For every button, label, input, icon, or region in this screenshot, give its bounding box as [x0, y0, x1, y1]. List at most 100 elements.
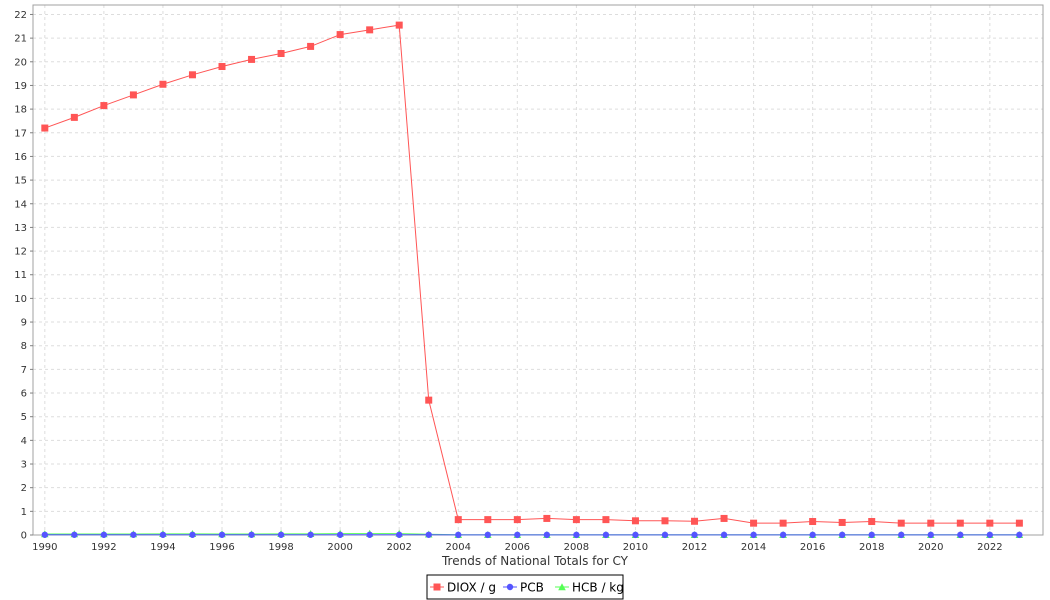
- data-point: [632, 531, 639, 539]
- y-tick-label: 9: [21, 318, 27, 329]
- x-tick-label: 1990: [32, 542, 57, 553]
- x-tick-label: 2008: [564, 542, 589, 553]
- data-point: [720, 514, 728, 522]
- x-tick-label: 2020: [918, 542, 943, 553]
- y-tick-label: 4: [21, 436, 27, 447]
- series-pcb: [41, 531, 1023, 539]
- data-point: [957, 531, 964, 539]
- data-point: [543, 514, 551, 522]
- data-point: [366, 26, 374, 34]
- data-point: [395, 531, 403, 538]
- data-point: [71, 531, 78, 538]
- data-point: [159, 80, 167, 88]
- y-tick-label: 11: [14, 270, 27, 281]
- data-point: [661, 531, 669, 539]
- data-point: [307, 42, 315, 50]
- data-point: [779, 531, 787, 539]
- data-point: [100, 102, 108, 110]
- series-diox-g: [41, 21, 1023, 527]
- x-tick-label: 2000: [327, 542, 352, 553]
- x-tick-label: 2004: [446, 542, 471, 553]
- data-point: [484, 531, 491, 539]
- y-tick-label: 16: [14, 152, 27, 163]
- data-point: [691, 517, 699, 525]
- data-point: [838, 531, 846, 539]
- x-tick-label: 1992: [91, 542, 116, 553]
- data-point: [425, 396, 433, 404]
- y-tick-label: 7: [21, 365, 27, 376]
- data-point: [809, 518, 817, 526]
- data-point: [927, 519, 935, 527]
- data-point: [1015, 519, 1023, 527]
- data-point: [277, 531, 285, 538]
- x-tick-label: 2012: [682, 542, 707, 553]
- data-point: [986, 519, 994, 527]
- legend-label: HCB / kg: [572, 581, 624, 595]
- data-point: [455, 531, 462, 539]
- series-hcb-kg: [41, 529, 1024, 538]
- data-point: [573, 531, 580, 539]
- x-axis-ticks: 1990 1992 1994 1996 1998 2000 2002 2004 2006 2008…: [32, 535, 1003, 553]
- y-tick-label: 3: [21, 460, 27, 471]
- data-point: [868, 518, 876, 526]
- x-tick-label: 2014: [741, 542, 766, 553]
- y-tick-label: 1: [21, 507, 27, 518]
- data-point: [720, 531, 728, 539]
- legend: DIOX / g PCB HCB / kg: [426, 574, 624, 600]
- data-point: [602, 531, 610, 539]
- data-point: [838, 518, 846, 526]
- x-tick-label: 2006: [505, 542, 530, 553]
- data-point: [602, 516, 610, 524]
- x-tick-label: 1996: [209, 542, 234, 553]
- y-tick-label: 21: [14, 34, 27, 45]
- y-tick-label: 18: [14, 105, 27, 116]
- data-point: [631, 517, 639, 525]
- data-point: [277, 50, 285, 58]
- data-point: [307, 531, 314, 538]
- series-layer: [41, 21, 1024, 539]
- data-point: [425, 531, 432, 538]
- y-tick-label: 15: [14, 176, 27, 187]
- data-point: [129, 91, 137, 99]
- y-tick-label: 17: [14, 128, 27, 139]
- x-tick-label: 2018: [859, 542, 884, 553]
- legend-label: PCB: [520, 581, 544, 595]
- data-point: [809, 531, 816, 539]
- data-point: [336, 31, 344, 39]
- x-tick-label: 2022: [977, 542, 1002, 553]
- data-point: [366, 531, 373, 538]
- legend-marker: [433, 583, 441, 591]
- series-line: [44, 24, 1020, 524]
- legend-label: DIOX / g: [447, 581, 496, 595]
- data-point: [514, 531, 521, 539]
- data-point: [898, 531, 905, 539]
- data-point: [248, 531, 255, 538]
- x-tick-label: 1998: [268, 542, 293, 553]
- y-tick-label: 0: [21, 531, 27, 542]
- data-point: [484, 516, 492, 524]
- x-tick-label: 2010: [623, 542, 648, 553]
- data-point: [750, 531, 757, 539]
- data-point: [336, 531, 344, 538]
- data-point: [218, 531, 226, 538]
- data-point: [189, 531, 196, 538]
- data-point: [188, 71, 196, 79]
- legend-marker: [558, 583, 566, 591]
- data-point: [41, 124, 49, 132]
- x-tick-label: 2016: [800, 542, 825, 553]
- y-tick-label: 22: [14, 10, 27, 21]
- y-tick-label: 14: [14, 199, 27, 210]
- data-point: [572, 516, 580, 524]
- y-tick-label: 8: [21, 341, 27, 352]
- y-tick-label: 5: [21, 412, 27, 423]
- data-point: [248, 55, 256, 63]
- data-point: [779, 519, 787, 527]
- data-point: [395, 21, 403, 29]
- data-point: [956, 519, 964, 527]
- data-point: [159, 531, 167, 538]
- y-tick-label: 20: [14, 57, 27, 68]
- data-point: [897, 519, 905, 527]
- y-tick-label: 2: [21, 483, 27, 494]
- data-point: [70, 113, 78, 121]
